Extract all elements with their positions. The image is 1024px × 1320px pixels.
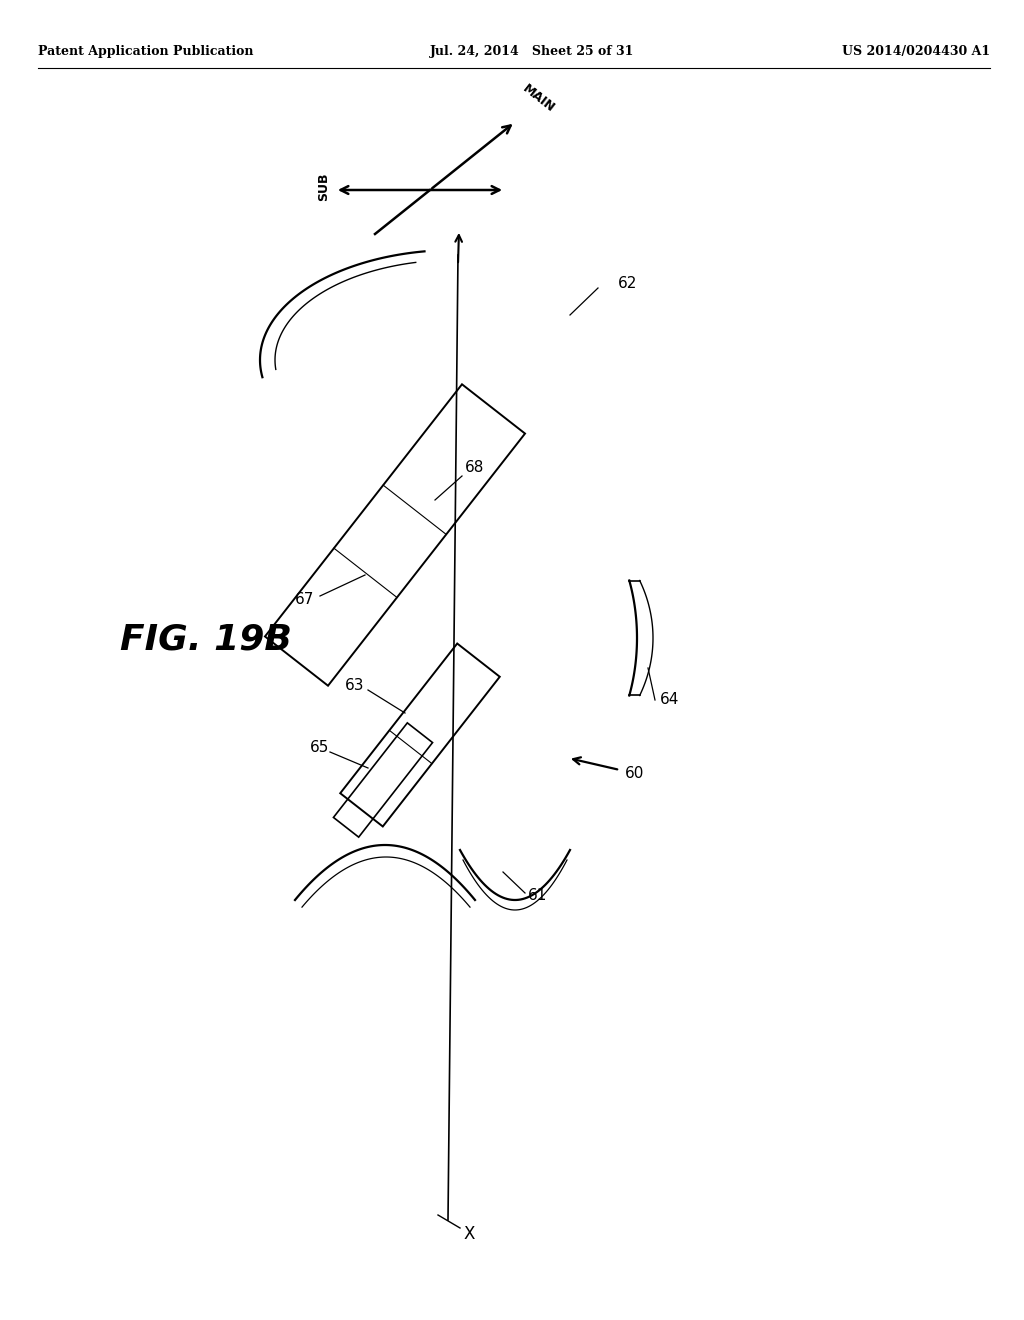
Text: 61: 61 [528, 888, 548, 903]
Text: Jul. 24, 2014   Sheet 25 of 31: Jul. 24, 2014 Sheet 25 of 31 [430, 45, 635, 58]
Text: 62: 62 [618, 276, 637, 290]
Text: SUB: SUB [317, 173, 330, 201]
Text: 65: 65 [310, 741, 330, 755]
Text: MAIN: MAIN [520, 82, 557, 115]
Text: 67: 67 [295, 593, 314, 607]
Text: US 2014/0204430 A1: US 2014/0204430 A1 [842, 45, 990, 58]
Text: 60: 60 [625, 766, 644, 780]
Text: 63: 63 [345, 677, 365, 693]
Text: Patent Application Publication: Patent Application Publication [38, 45, 254, 58]
Text: 68: 68 [465, 461, 484, 475]
Text: FIG. 19B: FIG. 19B [120, 623, 292, 657]
Text: X: X [463, 1225, 474, 1243]
Text: 64: 64 [660, 693, 679, 708]
